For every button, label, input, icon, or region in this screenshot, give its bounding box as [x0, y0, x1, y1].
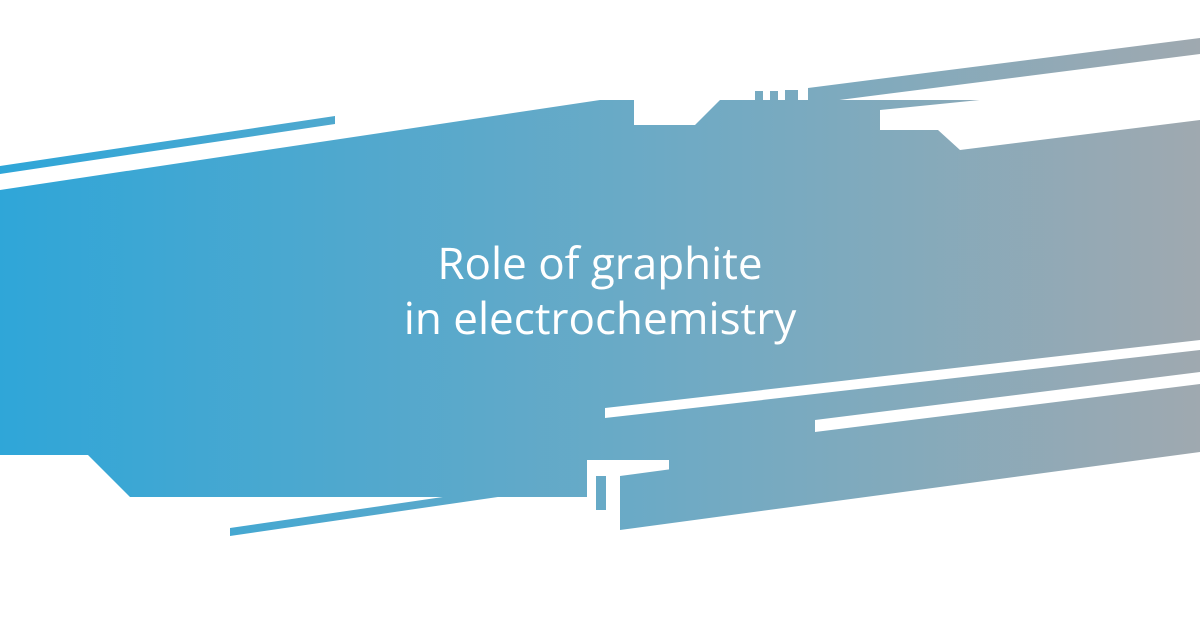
title-line-2: in electrochemistry [404, 287, 797, 347]
banner-graphic: Role of graphite in electrochemistry [0, 0, 1200, 630]
banner-title: Role of graphite in electrochemistry [0, 235, 1200, 345]
title-line-1: Role of graphite [437, 232, 762, 292]
